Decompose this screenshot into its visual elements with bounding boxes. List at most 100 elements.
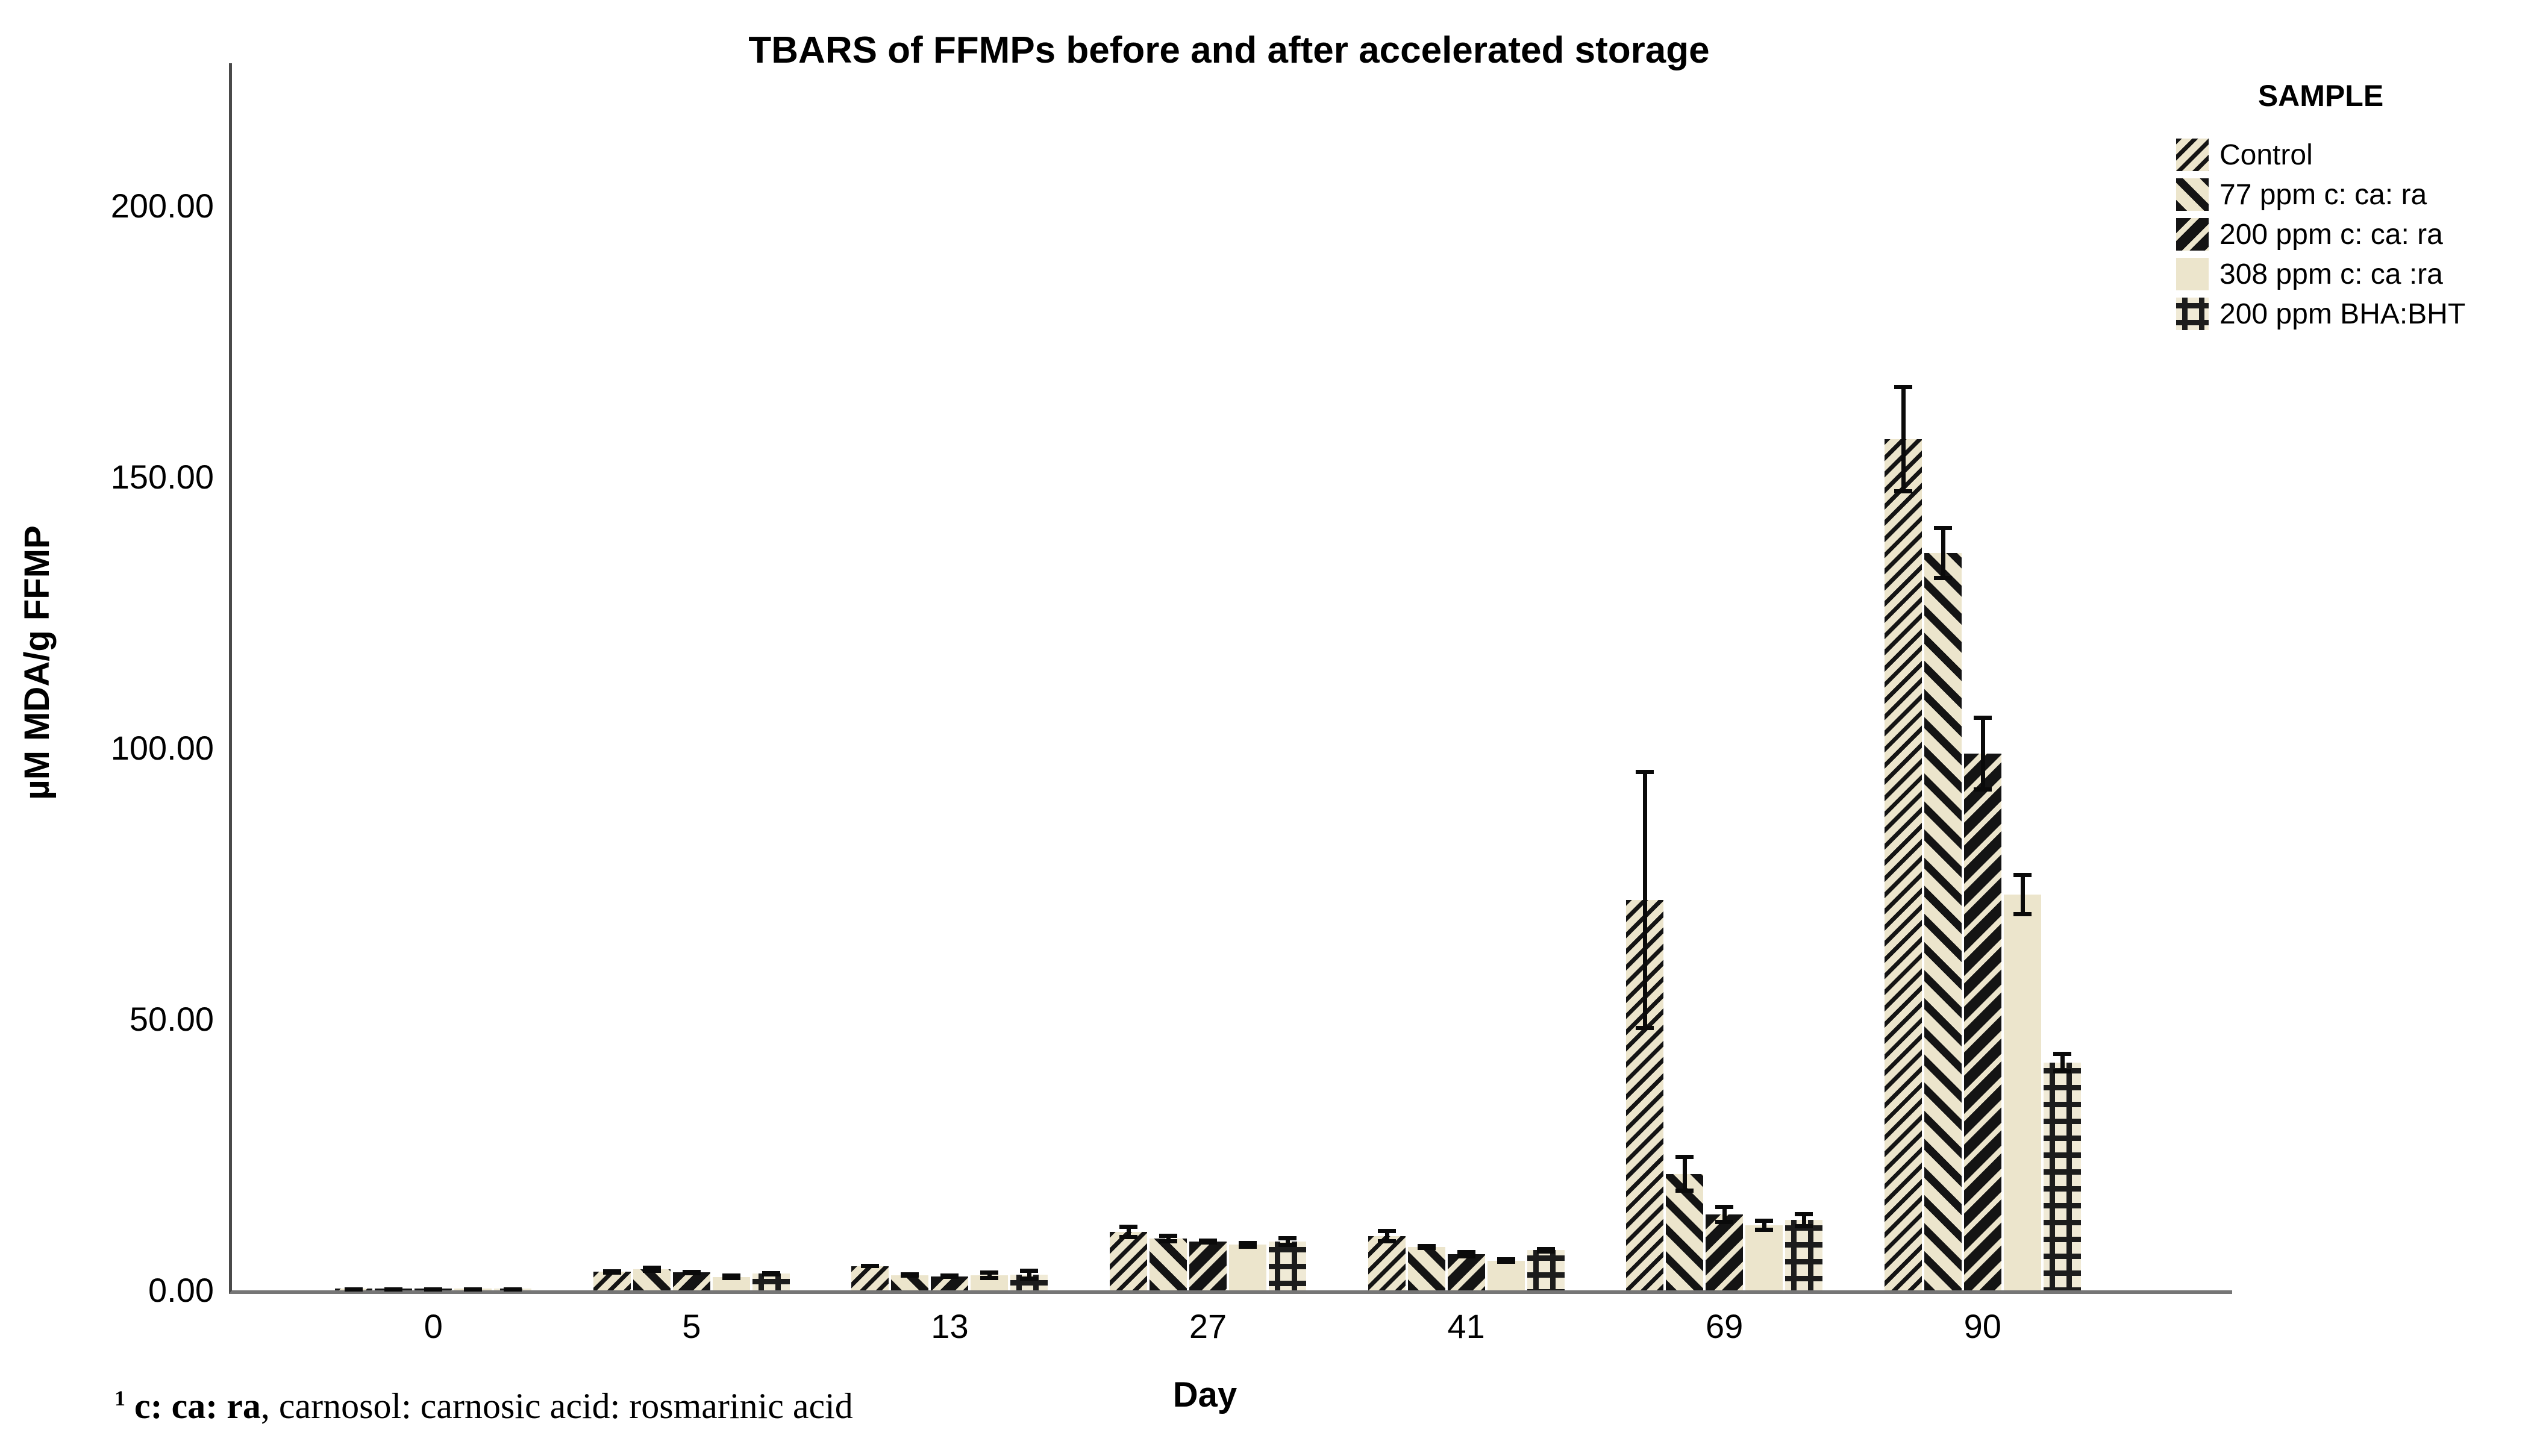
error-bar-cap-top: [1497, 1257, 1515, 1262]
x-tick-label-69: 69: [1706, 1307, 1744, 1345]
error-bar-stem: [1166, 1233, 1171, 1243]
error-bar-cap-top: [1973, 716, 1992, 720]
error-bar-cap-bottom: [1933, 576, 1952, 580]
error-bar-308-ppm-c-ca-ra-day-13: [980, 1270, 999, 1280]
bar-slot: [891, 63, 929, 1290]
error-bar-stem: [1980, 716, 1985, 792]
error-bar-stem: [1941, 526, 1945, 580]
bar-slot: [335, 63, 373, 1292]
error-bar-cap-bottom: [1755, 1227, 1774, 1232]
thin-diag-down-swatch-icon: [2176, 139, 2209, 171]
error-bar-cap-bottom: [1675, 1189, 1694, 1193]
bar-slot: [1884, 63, 1922, 1290]
bar-slot: [2043, 63, 2081, 1290]
legend-item-308-ppm-c-ca-ra: 308 ppm c: ca :ra: [2176, 254, 2526, 294]
error-bar-cap-bottom: [1636, 1026, 1654, 1030]
error-bar-cap-bottom: [762, 1272, 780, 1276]
bar-slot: [1626, 63, 1664, 1290]
legend-item-control: Control: [2176, 135, 2526, 175]
bar-200-ppm-bha-bht-day-27: [1269, 1242, 1307, 1290]
footnote-definition: , carnosol: carnosic acid: rosmarinic ac…: [260, 1386, 853, 1426]
footnote-superscript: 1: [114, 1386, 125, 1410]
error-bar-cap-top: [1755, 1219, 1774, 1223]
bar-200-ppm-c-ca-ra-day-41: [1447, 1254, 1485, 1290]
error-bar-cap-bottom: [1973, 787, 1992, 792]
bar-slot: [1785, 63, 1823, 1290]
legend-header: SAMPLE: [2257, 79, 2384, 113]
error-bar-cap-bottom: [1497, 1259, 1515, 1264]
error-bar-200-ppm-c-ca-ra-day-41: [1457, 1249, 1475, 1258]
y-tick-label-50.00: 50.00: [129, 1000, 214, 1038]
error-bar-308-ppm-c-ca-ra-day-41: [1497, 1257, 1515, 1264]
error-bar-200-ppm-c-ca-ra-day-27: [1199, 1238, 1218, 1245]
group-day-90: 90: [1853, 63, 2112, 1345]
bar-slot: [712, 63, 750, 1290]
error-bar-cap-bottom: [1795, 1223, 1813, 1228]
group-day-69: 69: [1595, 63, 1854, 1345]
legend-item-label: 308 ppm c: ca :ra: [2219, 258, 2443, 290]
error-bar-cap-top: [722, 1273, 740, 1278]
error-bar-cap-bottom: [1020, 1276, 1039, 1281]
bar-slot: [1924, 63, 1962, 1290]
error-bar-cap-top: [1278, 1236, 1297, 1240]
bar-slot: [1706, 63, 1744, 1290]
bar-200-ppm-bha-bht-day-5: [752, 1273, 790, 1290]
y-tick-label-200.00: 200.00: [110, 187, 214, 225]
error-bar-cap-top: [424, 1287, 443, 1292]
legend-item-label: 200 ppm BHA:BHT: [2219, 298, 2466, 330]
heavy-diag-down-swatch-icon: [2176, 218, 2209, 251]
error-bar-cap-top: [1933, 526, 1952, 530]
bar-block-day-69: [1626, 63, 1823, 1290]
bar-slot: [1110, 63, 1148, 1290]
plot-area: 0 5 13 27 41 69 90 0.00 50.00 100.00 150.00 200.00: [111, 63, 2232, 1345]
error-bar-cap-bottom: [1159, 1239, 1178, 1243]
error-bar-77-ppm-c-ca-ra-day-27: [1159, 1233, 1178, 1243]
bar-slot: [1189, 63, 1227, 1290]
x-tick-label-5: 5: [682, 1307, 701, 1345]
group-day-5: 5: [563, 63, 821, 1345]
y-tick-label-100.00: 100.00: [110, 729, 214, 767]
error-bar-cap-top: [1536, 1247, 1555, 1252]
error-bar-77-ppm-c-ca-ra-day-90: [1933, 526, 1952, 580]
bar-200-ppm-bha-bht-day-90: [2043, 1063, 2081, 1290]
error-bar-cap-bottom: [642, 1269, 661, 1273]
bar-200-ppm-c-ca-ra-day-27: [1189, 1242, 1227, 1290]
error-bar-cap-bottom: [1894, 489, 1912, 493]
error-bar-stem: [1027, 1269, 1032, 1281]
error-bar-control-day-90: [1894, 385, 1912, 493]
legend-item-200-ppm-bha-bht: 200 ppm BHA:BHT: [2176, 294, 2526, 334]
error-bar-control-day-41: [1377, 1229, 1396, 1243]
error-bar-stem: [2020, 873, 2025, 916]
error-bar-cap-bottom: [1417, 1246, 1436, 1251]
bar-slot: [1447, 63, 1485, 1290]
footnote-abbreviation: c: ca: ra: [125, 1386, 261, 1426]
bar-slot: [851, 63, 889, 1290]
bar-block-day-5: [593, 63, 790, 1290]
thick-diag-up-swatch-icon: [2176, 178, 2209, 211]
bar-slot: [1010, 63, 1048, 1290]
error-bar-200-ppm-c-ca-ra-day-0: [424, 1287, 443, 1292]
error-bar-cap-top: [642, 1265, 661, 1270]
bar-slot: [1407, 63, 1445, 1290]
bar-200-ppm-c-ca-ra-day-5: [672, 1272, 710, 1290]
error-bar-stem: [1643, 770, 1648, 1030]
error-bar-cap-top: [1199, 1238, 1218, 1243]
bar-block-day-90: [1884, 63, 2081, 1290]
bar-slot: [1487, 63, 1525, 1290]
error-bar-cap-bottom: [1278, 1243, 1297, 1247]
bar-308-ppm-c-ca-ra-day-69: [1745, 1225, 1783, 1290]
error-bar-200-ppm-c-ca-ra-day-90: [1973, 716, 1992, 792]
error-bar-200-ppm-c-ca-ra-day-5: [682, 1269, 701, 1275]
error-bar-cap-bottom: [682, 1270, 701, 1275]
error-bar-200-ppm-c-ca-ra-day-69: [1715, 1204, 1734, 1225]
error-bar-cap-bottom: [1536, 1249, 1555, 1254]
y-tick-label-0.00: 0.00: [148, 1271, 214, 1309]
chart-title: TBARS of FFMPs before and after accelera…: [748, 30, 1710, 71]
error-bar-77-ppm-c-ca-ra-day-5: [642, 1265, 661, 1273]
legend-item-label: Control: [2219, 139, 2313, 171]
bar-308-ppm-c-ca-ra-day-5: [712, 1276, 750, 1290]
error-bar-control-day-5: [602, 1269, 621, 1275]
x-tick-label-27: 27: [1189, 1307, 1227, 1345]
bar-slot: [1269, 63, 1307, 1290]
bar-slot: [931, 63, 969, 1290]
